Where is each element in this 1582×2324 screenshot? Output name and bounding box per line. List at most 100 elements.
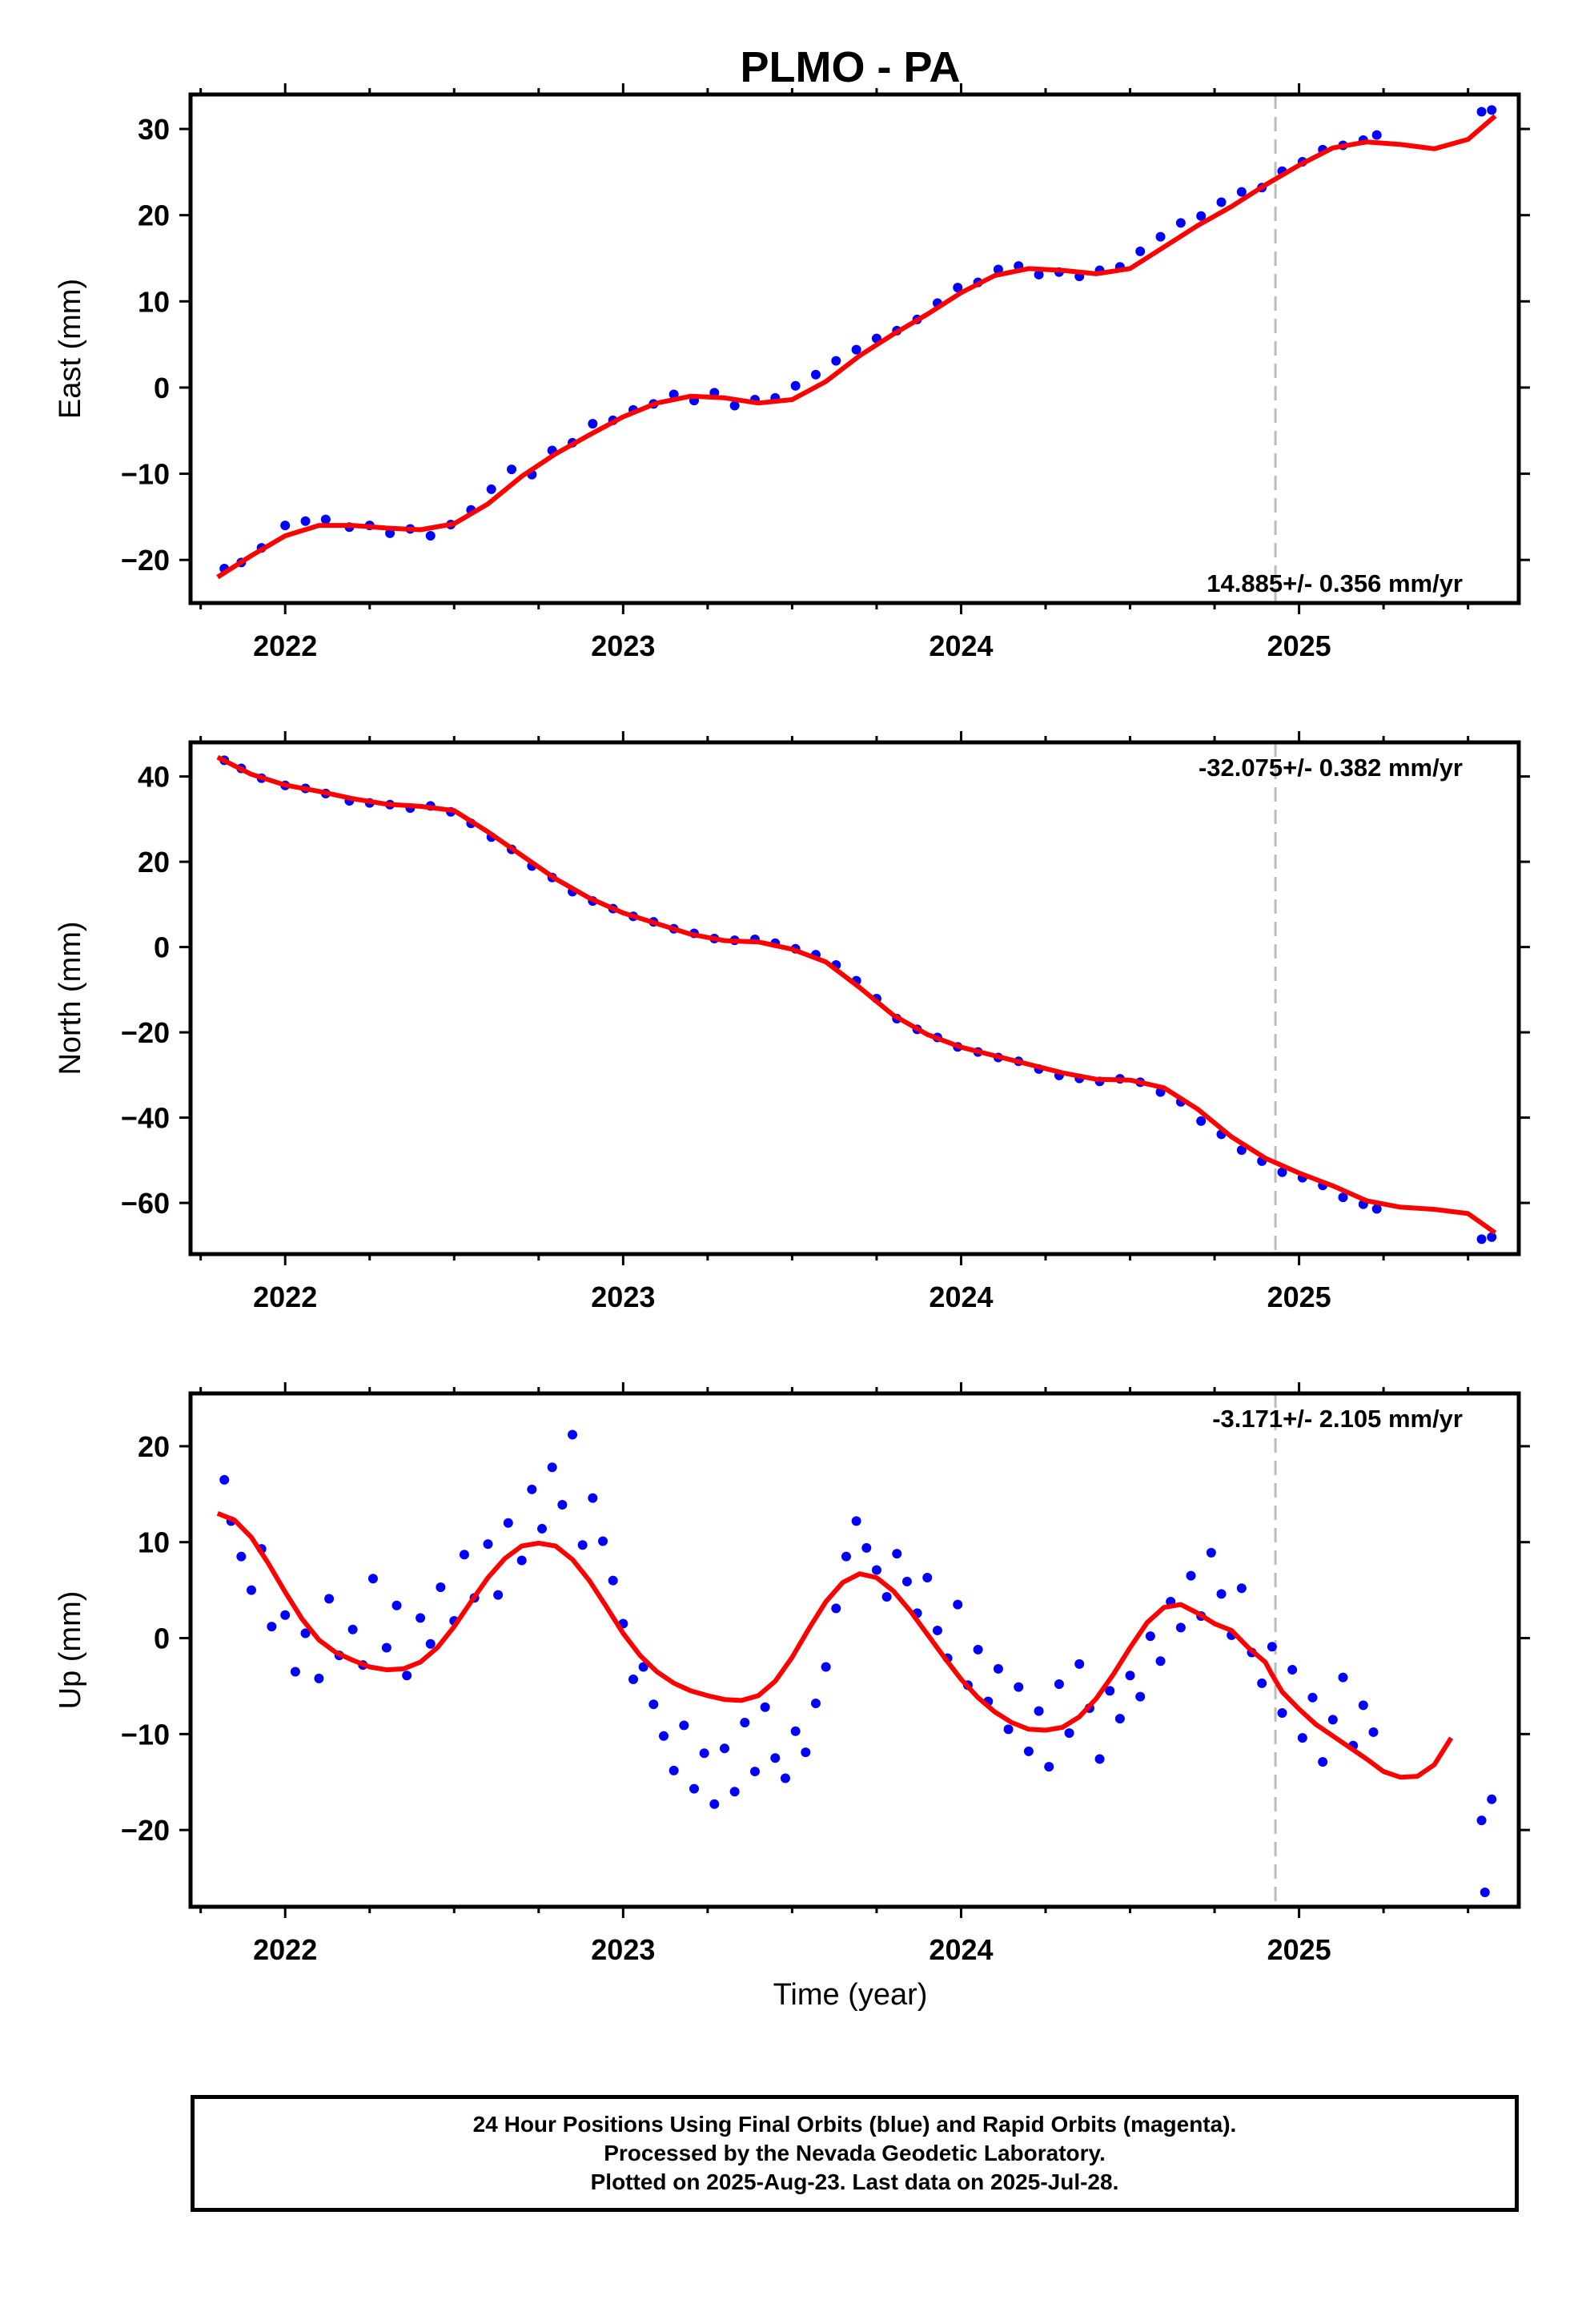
x-tick-label: 2024 — [929, 1933, 993, 1966]
up-data-point — [516, 1555, 527, 1566]
north-panel: 2022 2023 2024 2025 40 20 0 −20 −40 −60 North (mm)… — [54, 731, 1530, 1313]
up-data-point — [367, 1574, 378, 1584]
x-tick-label: 2023 — [591, 1933, 655, 1966]
east-data-point — [385, 528, 396, 538]
east-data-point — [1196, 211, 1207, 221]
y-tick-label: 0 — [154, 372, 170, 404]
x-tick-label: 2023 — [591, 629, 655, 662]
up-panel: 2022 2023 2024 2025 20 10 0 −10 −20 Up (mm) -3.171… — [54, 1382, 1530, 1966]
north-data-point — [1338, 1192, 1348, 1203]
up-data-point — [537, 1523, 548, 1534]
east-data-point — [280, 521, 291, 531]
y-tick-label: 10 — [138, 285, 170, 318]
east-data-point — [1371, 130, 1382, 140]
up-data-point — [932, 1625, 942, 1635]
x-axis-label: Time (year) — [773, 1978, 928, 2012]
up-data-point — [557, 1499, 568, 1510]
up-data-point — [1236, 1583, 1247, 1594]
up-data-point — [1094, 1754, 1105, 1764]
up-data-point — [1175, 1622, 1186, 1633]
east-data-point — [831, 356, 841, 366]
up-data-point — [381, 1642, 391, 1653]
footer-line-3: Plotted on 2025-Aug-23. Last data on 202… — [590, 2169, 1119, 2194]
x-tick-label: 2025 — [1267, 1281, 1331, 1313]
north-fit-line — [216, 754, 1497, 1235]
x-tick-label: 2025 — [1267, 1933, 1331, 1966]
east-data-point — [810, 369, 821, 380]
east-data-point — [729, 400, 740, 411]
up-data-point — [740, 1717, 750, 1727]
up-data-point — [790, 1726, 801, 1736]
up-data-point — [1125, 1671, 1135, 1681]
up-fit-line — [216, 1511, 1454, 1780]
north-frame — [188, 740, 1521, 1256]
y-tick-label: 20 — [138, 199, 170, 232]
east-data-point — [507, 464, 517, 475]
east-data-point — [320, 514, 331, 525]
velocity-annotation: -32.075+/- 0.382 mm/yr — [1199, 754, 1463, 782]
east-data-point — [486, 484, 496, 494]
up-data-point — [760, 1702, 770, 1712]
up-data-point — [780, 1773, 790, 1783]
east-data-point — [425, 531, 436, 541]
up-data-point — [1074, 1659, 1085, 1669]
up-data-point — [770, 1753, 781, 1763]
x-tick-label: 2022 — [253, 1281, 317, 1313]
up-data-point — [324, 1594, 335, 1604]
velocity-annotation: -3.171+/- 2.105 mm/yr — [1212, 1405, 1463, 1433]
up-data-point — [1135, 1691, 1146, 1702]
up-data-point — [1257, 1678, 1267, 1688]
up-data-point — [679, 1720, 689, 1731]
y-tick-label: −20 — [121, 544, 170, 577]
up-data-point — [598, 1536, 608, 1546]
up-data-point — [1064, 1728, 1074, 1739]
east-data-point — [588, 419, 598, 429]
y-axis-label: North (mm) — [54, 921, 87, 1075]
up-data-point — [267, 1622, 277, 1632]
up-data-point — [881, 1592, 892, 1602]
up-data-point — [493, 1590, 504, 1600]
up-data-point — [1155, 1656, 1166, 1667]
y-tick-label: −10 — [121, 1718, 170, 1751]
up-data-point — [588, 1493, 598, 1503]
x-tick-label: 2024 — [929, 629, 993, 662]
up-data-point — [1476, 1815, 1487, 1826]
up-data-point — [1105, 1686, 1115, 1696]
y-tick-label: −40 — [121, 1102, 170, 1135]
chart-title: PLMO - PA — [741, 43, 961, 91]
up-frame — [188, 1391, 1521, 1909]
up-data-point — [841, 1551, 851, 1562]
north-data-point — [1476, 1234, 1487, 1244]
up-data-point — [577, 1540, 588, 1550]
up-data-point — [1307, 1692, 1318, 1703]
up-data-point — [729, 1787, 740, 1797]
up-data-point — [638, 1662, 648, 1672]
up-data-point — [973, 1644, 983, 1655]
up-data-point — [669, 1765, 679, 1775]
north-data-point — [1196, 1116, 1207, 1126]
up-data-point — [1003, 1724, 1014, 1735]
east-frame — [188, 92, 1521, 605]
y-tick-label: 20 — [138, 846, 170, 879]
up-data-point — [568, 1429, 578, 1440]
east-data-point — [1216, 197, 1227, 207]
up-data-point — [861, 1542, 872, 1553]
up-data-point — [892, 1549, 902, 1559]
up-data-point — [1054, 1679, 1064, 1690]
up-data-point — [1277, 1707, 1287, 1718]
east-fit-line — [216, 114, 1497, 580]
up-data-point — [391, 1600, 402, 1610]
up-data-point — [699, 1748, 709, 1759]
up-data-point — [831, 1603, 841, 1614]
up-data-point — [1480, 1888, 1490, 1898]
east-data-point — [953, 283, 963, 293]
up-data-point — [953, 1599, 963, 1610]
up-data-point — [810, 1698, 821, 1708]
up-data-point — [1487, 1794, 1497, 1804]
up-data-point — [300, 1628, 311, 1638]
up-data-point — [1034, 1706, 1044, 1716]
up-data-point — [658, 1731, 669, 1741]
east-panel: 2022 2023 2024 2025 30 20 10 0 −10 −20 East (mm) 14… — [54, 83, 1530, 662]
up-data-point — [1216, 1589, 1227, 1599]
